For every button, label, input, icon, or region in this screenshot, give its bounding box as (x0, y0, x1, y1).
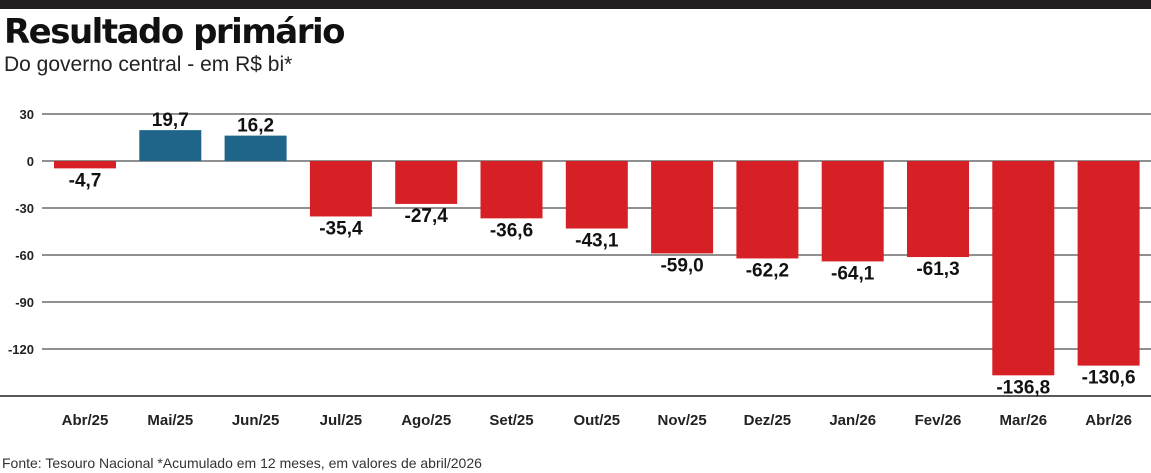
bar-chart: 300-30-60-90-120 -4,719,7 16,2-35,4-27,4-… (0, 107, 1151, 429)
data-label: -4,7 (69, 170, 102, 191)
bar (565, 161, 628, 229)
x-tick-label: Fev/26 (915, 412, 962, 429)
top-rule (0, 0, 1151, 9)
chart-subtitle: Do governo central - em R$ bi* (4, 53, 293, 76)
data-label: -62,2 (746, 260, 789, 281)
y-tick-label: -90 (15, 295, 34, 310)
x-tick-label: Mai/25 (147, 412, 193, 429)
x-tick-label: Abr/25 (62, 412, 109, 429)
bar (139, 130, 202, 161)
bar (821, 161, 884, 262)
x-tick-label: Jul/25 (320, 412, 363, 429)
bar (736, 161, 799, 259)
x-tick-label: Ago/25 (401, 412, 451, 429)
bar (224, 135, 287, 161)
x-tick-label: Out/25 (573, 412, 620, 429)
data-label: -61,3 (916, 259, 959, 280)
y-tick-label: -30 (15, 201, 34, 216)
y-tick-label: -60 (15, 248, 34, 263)
data-labels: -4,7 19,7 16,2 -35,4 -27,4 -36,6 -43,1 -59,0 -62… (69, 110, 1136, 398)
x-tick-label: Set/25 (489, 412, 533, 429)
bar (395, 161, 458, 204)
data-label: 19,7 (152, 110, 189, 131)
x-tick-label: Dez/25 (744, 412, 792, 429)
data-label: -130,6 (1082, 368, 1136, 389)
data-label: -36,6 (490, 220, 533, 241)
data-label: -59,0 (660, 255, 703, 276)
x-tick-label: Jan/26 (829, 412, 876, 429)
data-label: 16,2 (237, 116, 274, 137)
bar (480, 161, 543, 219)
x-tick-label: Mar/26 (1000, 412, 1048, 429)
y-axis-ticks: 30 0 -30 -60 -90 -120 (8, 107, 34, 357)
data-label: -43,1 (575, 231, 619, 252)
x-tick-label: Abr/26 (1085, 412, 1132, 429)
data-label: -136,8 (996, 377, 1050, 398)
x-tick-label: Nov/25 (657, 412, 706, 429)
x-tick-label: Jun/25 (232, 412, 280, 429)
bar (992, 161, 1055, 376)
bar (54, 161, 116, 169)
bar (651, 161, 714, 254)
bar (1077, 161, 1140, 366)
bar (907, 161, 969, 258)
chart-title: Resultado primário (4, 12, 345, 52)
y-tick-label: 30 (20, 107, 34, 122)
data-label: -64,1 (831, 263, 875, 284)
y-tick-label: 0 (27, 154, 34, 169)
y-tick-label: -120 (8, 342, 34, 357)
data-label: -27,4 (405, 206, 449, 227)
bar (309, 161, 372, 217)
source-note: Fonte: Tesouro Nacional *Acumulado em 12… (2, 455, 482, 471)
bars (54, 130, 1140, 376)
x-axis-ticks: Abr/25 Mai/25 Jun/25 Jul/25 Ago/25 Set/25 Out/… (62, 412, 1132, 429)
data-label: -35,4 (319, 218, 363, 239)
